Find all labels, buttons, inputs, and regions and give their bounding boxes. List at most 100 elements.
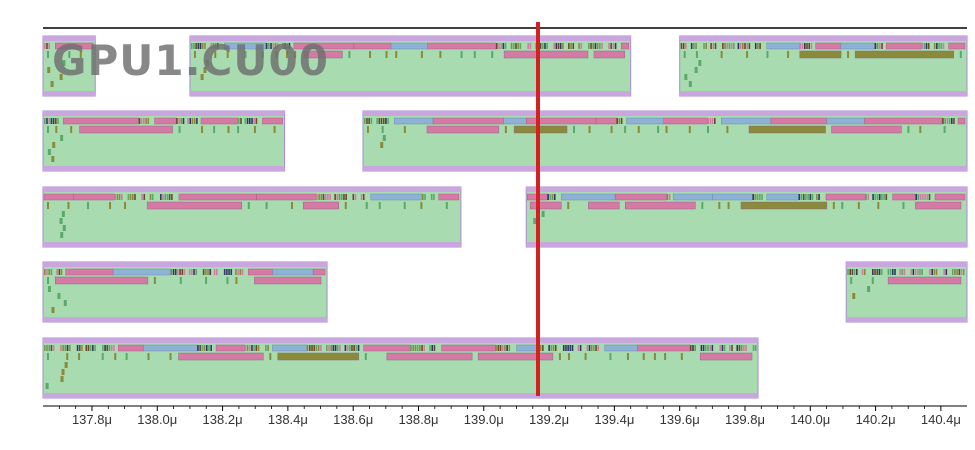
instruction-tick (665, 126, 668, 133)
instruction-tick (60, 135, 64, 141)
wavefront-block[interactable] (679, 35, 968, 97)
instruction-tick (504, 43, 507, 49)
instruction-tick (590, 43, 592, 49)
instruction-tick (698, 60, 702, 66)
instruction-tick (586, 345, 589, 351)
instruction-tick (244, 51, 247, 58)
instruction-tick (928, 194, 931, 200)
instruction-segment (621, 42, 629, 50)
instruction-tick (47, 51, 49, 58)
instruction-segment (224, 42, 267, 50)
instruction-tick (741, 43, 744, 49)
instruction-tick (863, 269, 866, 275)
instruction-tick (68, 345, 71, 351)
wavefront-block[interactable] (845, 261, 968, 323)
instruction-tick (567, 345, 569, 351)
instruction-tick (849, 269, 851, 275)
wavefront-block[interactable] (189, 35, 632, 97)
instruction-tick (592, 43, 595, 49)
instruction-tick (208, 345, 210, 351)
instruction-tick (495, 43, 498, 49)
axis-tick-label: 139.0μ (464, 412, 504, 427)
instruction-tick (707, 345, 709, 351)
instruction-tick (241, 269, 244, 275)
instruction-tick (171, 194, 173, 200)
instruction-tick (329, 194, 331, 200)
instruction-segment (721, 117, 772, 125)
axis-tick-label: 139.8μ (725, 412, 765, 427)
instruction-tick (936, 43, 938, 49)
wavefront-header-bar (43, 36, 96, 41)
instruction-tick (883, 194, 885, 200)
wait-segment (178, 352, 264, 361)
instruction-tick (580, 43, 583, 49)
wait-segment (303, 50, 343, 59)
instruction-segment (427, 42, 497, 50)
instruction-tick (286, 43, 289, 49)
wavefront-block[interactable] (42, 35, 96, 97)
instruction-tick (92, 345, 94, 351)
instruction-tick (47, 67, 51, 73)
instruction-tick (340, 194, 343, 200)
instruction-tick (267, 345, 269, 351)
instruction-tick (874, 43, 877, 49)
instruction-tick (46, 118, 48, 124)
instruction-tick (166, 194, 169, 200)
instruction-tick (327, 194, 329, 200)
instruction-tick (354, 194, 357, 200)
instruction-tick (348, 345, 351, 351)
instruction-tick (553, 43, 555, 49)
instruction-tick (802, 194, 805, 200)
instruction-tick (284, 43, 286, 49)
instruction-tick (887, 269, 890, 275)
instruction-tick (237, 118, 240, 124)
instruction-segment (143, 344, 198, 352)
lane-1 (42, 35, 968, 97)
instruction-tick (79, 51, 82, 58)
instruction-tick (62, 345, 64, 351)
instruction-tick (330, 345, 333, 351)
wavefront-block[interactable] (42, 186, 462, 248)
instruction-tick (539, 345, 542, 351)
axis-tick-label: 140.2μ (856, 412, 896, 427)
time-axis: 137.8μ 138.0μ 138.2μ 138.4μ 138.6μ 138.8μ 139.… (43, 405, 967, 427)
instruction-tick (365, 202, 368, 209)
instruction-tick (179, 277, 182, 284)
wavefront-block[interactable] (42, 110, 286, 172)
instruction-tick (529, 43, 532, 49)
instruction-tick (237, 269, 239, 275)
instruction-tick (364, 353, 367, 360)
instruction-tick (608, 43, 610, 49)
instruction-segment (663, 117, 708, 125)
instruction-tick (226, 277, 229, 284)
wavefront-block[interactable] (525, 186, 968, 248)
wait-segment (915, 201, 962, 210)
instruction-segment (840, 42, 875, 50)
instruction-tick (85, 345, 88, 351)
wavefront-block[interactable] (42, 261, 328, 323)
instruction-tick (51, 307, 55, 313)
instruction-tick (881, 194, 883, 200)
wavefront-block[interactable] (42, 337, 759, 399)
instruction-tick (101, 353, 104, 360)
instruction-tick (867, 286, 871, 292)
instruction-tick (809, 194, 812, 200)
instruction-tick (880, 269, 883, 275)
instruction-tick (214, 51, 217, 58)
instruction-tick (439, 51, 442, 58)
instruction-tick (324, 194, 327, 200)
wavefront-block[interactable] (362, 110, 968, 172)
instruction-segment (934, 193, 966, 201)
instruction-tick (431, 345, 434, 351)
instruction-tick (929, 269, 931, 275)
wavefront-footer-bar (189, 91, 631, 96)
instruction-tick (70, 126, 73, 133)
instruction-tick (380, 142, 384, 148)
instruction-tick (572, 43, 575, 49)
instruction-tick (889, 269, 892, 275)
instruction-tick (872, 269, 874, 275)
instruction-tick (707, 118, 710, 124)
instruction-tick (204, 43, 206, 49)
instruction-tick (344, 202, 347, 209)
